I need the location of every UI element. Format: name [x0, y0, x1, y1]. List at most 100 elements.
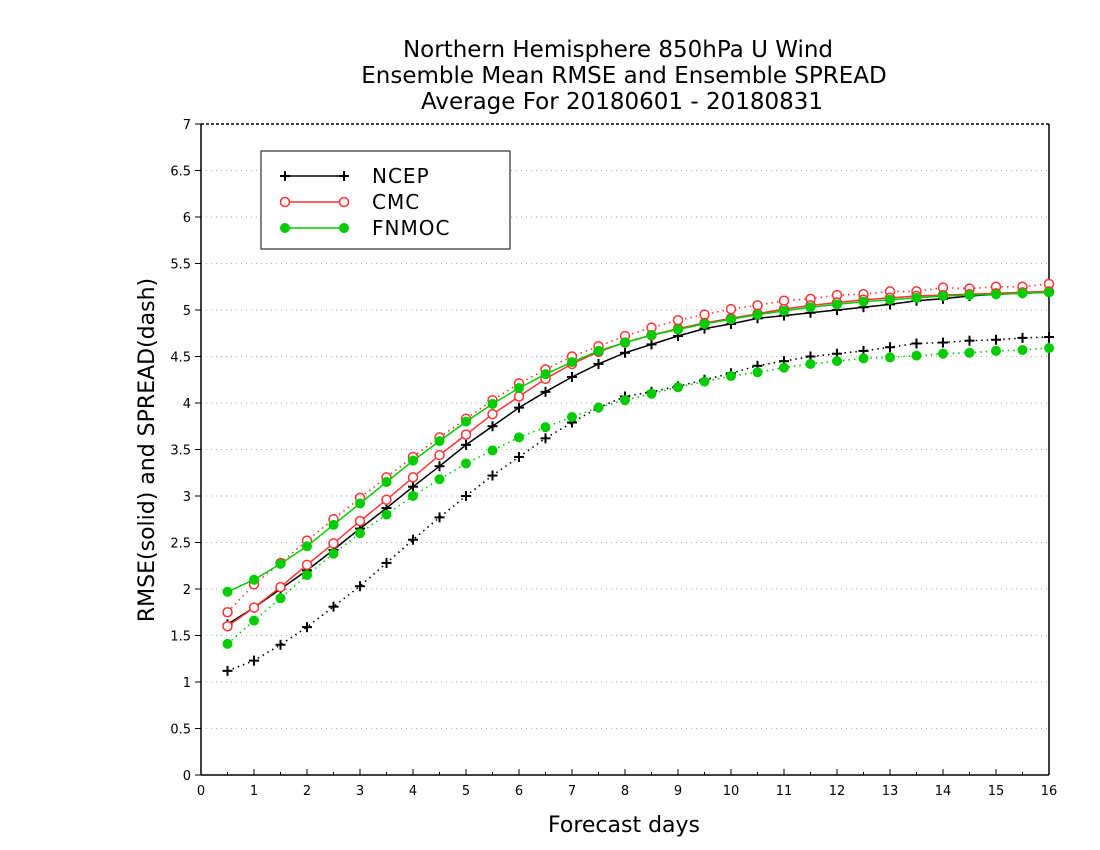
series-fnmoc-spread-point	[911, 350, 922, 361]
series-ncep-spread-point	[249, 655, 259, 666]
series-ncep-spread-point	[302, 622, 312, 633]
series-fnmoc-rmse-point	[593, 345, 604, 356]
y-tick-label-4: 2	[183, 583, 191, 598]
legend-item-fnmoc: FNMOC	[280, 216, 449, 240]
series-ncep-spread-point	[540, 433, 551, 444]
series-fnmoc-spread-point	[964, 347, 975, 358]
x-tick-label-2: 2	[303, 784, 311, 799]
series-fnmoc-rmse-point	[964, 290, 975, 301]
series-ncep-spread-point	[938, 337, 948, 348]
series-fnmoc-spread-point	[805, 358, 816, 369]
x-tick-label-8: 8	[621, 784, 629, 799]
series-cmc-rmse-point	[328, 538, 339, 549]
series-fnmoc-spread-point	[355, 528, 365, 539]
series-fnmoc-spread-point	[540, 422, 551, 433]
series-cmc-rmse-point	[487, 408, 498, 420]
series-fnmoc-rmse-point	[699, 318, 710, 329]
series-fnmoc-rmse-point	[408, 455, 418, 466]
y-tick-label-2: 1	[183, 676, 191, 691]
series-cmc-spread-line	[226, 283, 1050, 613]
series-cmc-rmse-point	[248, 602, 260, 613]
x-tick-label-10: 10	[723, 784, 740, 799]
series-fnmoc-spread-point	[1017, 344, 1028, 355]
x-tick-label-4: 4	[409, 784, 417, 799]
series-fnmoc-rmse-point	[514, 383, 524, 394]
legend-box	[260, 150, 511, 250]
series-ncep-rmse-point	[487, 421, 498, 432]
legend-marker-ncep-start	[280, 171, 290, 181]
series-fnmoc-spread-point	[938, 348, 948, 359]
series-cmc-spread-point	[725, 303, 737, 315]
series-fnmoc-spread-point	[699, 376, 710, 387]
series-fnmoc-rmse-point	[222, 586, 233, 597]
series-ncep-rmse-point	[461, 439, 471, 450]
series-ncep-spread-point	[1017, 332, 1028, 343]
series-fnmoc-rmse-point	[911, 292, 922, 303]
y-tick-label-12: 6	[183, 211, 191, 226]
legend-marker-ncep-end	[339, 171, 349, 181]
x-tick-label-3: 3	[356, 784, 364, 799]
series-ncep-spread-point	[275, 639, 286, 650]
series-ncep-rmse-point	[514, 402, 524, 413]
y-tick-label-1: 0.5	[170, 723, 191, 738]
series-cmc-rmse-point	[301, 559, 313, 571]
series-fnmoc-rmse-point	[567, 357, 577, 368]
y-tick-label-9: 4.5	[170, 351, 191, 366]
series-ncep-spread-point	[991, 334, 1001, 345]
series-ncep-rmse-point	[620, 347, 630, 358]
legend-label-cmc: CMC	[372, 190, 420, 214]
x-tick-label-16: 16	[1041, 784, 1058, 799]
series-ncep-spread-point	[461, 491, 471, 501]
series-ncep-spread-point	[381, 557, 392, 568]
series-ncep-rmse-point	[408, 481, 418, 492]
series-fnmoc-spread-point	[646, 388, 657, 399]
series-fnmoc-rmse-point	[302, 541, 312, 552]
x-tick-label-7: 7	[568, 784, 576, 799]
series-fnmoc	[222, 287, 1054, 649]
series-fnmoc-spread-point	[673, 382, 683, 393]
series-fnmoc-rmse-point	[620, 337, 630, 348]
legend-item-cmc: CMC	[279, 190, 420, 214]
x-tick-label-9: 9	[674, 784, 682, 799]
series-fnmoc-spread-point	[726, 371, 736, 382]
axes: 0 1 2 3 4 5 6 7 8 9 10 11 12 13 14 15 1600.511.522.533.5…	[170, 118, 1057, 799]
series-fnmoc-rmse-point	[673, 324, 683, 335]
series-fnmoc-spread-point	[222, 638, 233, 649]
x-axis-label: Forecast days	[548, 813, 700, 838]
series-ncep-spread-point	[911, 338, 922, 349]
series-cmc-rmse-point	[222, 620, 233, 632]
series-fnmoc-spread-point	[593, 402, 604, 413]
series-fnmoc-rmse-point	[434, 436, 445, 447]
series-fnmoc-spread-point	[381, 509, 392, 520]
chart-title: Northern Hemisphere 850hPa U Wind Ensemb…	[361, 37, 886, 115]
series-fnmoc-rmse-point	[646, 330, 657, 341]
series-ncep-spread-point	[328, 601, 339, 612]
legend-marker-cmc-end	[338, 196, 350, 208]
series-ncep-spread-point	[885, 342, 895, 353]
series-fnmoc-spread-point	[1044, 343, 1054, 354]
series-fnmoc-spread-point	[302, 570, 312, 581]
series-fnmoc-rmse-point	[752, 309, 763, 320]
legend-item-ncep: NCEP	[280, 164, 429, 188]
series-fnmoc-spread-point	[514, 432, 524, 443]
x-tick-label-15: 15	[988, 784, 1005, 799]
x-tick-label-5: 5	[462, 784, 470, 799]
series-fnmoc-rmse-point	[540, 369, 551, 380]
y-tick-label-6: 3	[183, 490, 191, 505]
series-fnmoc-spread-point	[408, 491, 418, 501]
x-tick-label-6: 6	[515, 784, 523, 799]
series-fnmoc-rmse-point	[885, 294, 895, 305]
y-axis-label: RMSE(solid) and SPREAD(dash)	[135, 278, 160, 622]
series-cmc-rmse-point	[354, 515, 366, 527]
series-ncep-rmse-point	[567, 371, 577, 382]
series-fnmoc-rmse-point	[991, 289, 1001, 300]
legend-marker-cmc-start	[279, 196, 291, 208]
series-ncep-spread-point	[514, 451, 524, 462]
series-fnmoc-rmse-point	[779, 305, 789, 316]
legend-marker-fnmoc-start	[280, 223, 290, 233]
series-ncep-spread-point	[222, 665, 233, 676]
series-ncep-spread-point	[1044, 331, 1054, 342]
series-fnmoc-spread-line	[226, 347, 1050, 645]
